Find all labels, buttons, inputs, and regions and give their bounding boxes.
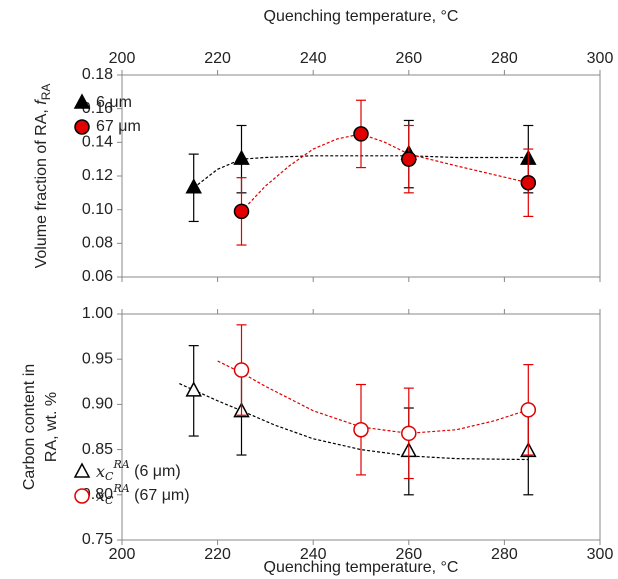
legend-label: 67 μm: [96, 118, 141, 135]
data-point: [353, 421, 369, 438]
x-tick-label: 220: [204, 546, 231, 563]
x-tick-label: 260: [395, 546, 422, 563]
y-tick-label: 0.10: [82, 201, 113, 218]
data-point: [401, 151, 417, 167]
legend-text: (67 μm): [130, 487, 190, 504]
y-tick-label: 0.85: [82, 441, 113, 458]
x-axis-title: Quenching temperature, °C: [264, 559, 459, 576]
y-tick-label: 0.12: [82, 167, 113, 184]
legend-label: xCRA (6 μm): [96, 458, 181, 483]
y-axis-title-subscript: RA: [39, 84, 53, 101]
data-point: [353, 126, 369, 142]
x-tick-label: 200: [109, 50, 136, 67]
y-axis-title: Volume fraction of RA, fRA: [33, 84, 53, 269]
x-tick-label: 300: [587, 50, 614, 67]
legend-marker: [73, 462, 91, 478]
legend-marker: [74, 488, 90, 504]
data-point: [233, 149, 250, 165]
y-tick-label: 0.18: [82, 66, 113, 83]
y-tick-label: 0.14: [82, 134, 113, 151]
x-tick-label: 240: [300, 50, 327, 67]
x-axis-title: Quenching temperature, °C: [264, 8, 459, 25]
x-tick-label: 280: [491, 50, 518, 67]
legend-marker: [73, 93, 91, 109]
legend-marker: [74, 119, 90, 135]
plot-frame: [121, 313, 601, 541]
y-axis-title: Carbon content in: [21, 364, 38, 490]
x-tick-label: 240: [300, 546, 327, 563]
trend-line: [217, 360, 529, 434]
y-tick-label: 0.95: [82, 350, 113, 367]
data-point: [185, 178, 202, 194]
y-tick-label: 1.00: [82, 305, 113, 322]
legend-superscript: RA: [112, 458, 129, 471]
legend-subscript: C: [105, 470, 114, 483]
x-tick-label: 280: [491, 546, 518, 563]
data-point: [401, 425, 417, 442]
legend-subscript: C: [105, 494, 114, 507]
legend-text: 6 μm: [96, 94, 132, 111]
data-point: [233, 362, 250, 378]
x-tick-label: 220: [204, 50, 231, 67]
y-axis-title-text: Volume fraction of RA,: [33, 105, 50, 269]
legend-symbol: x: [96, 486, 105, 505]
legend-symbol: x: [96, 462, 105, 481]
y-tick-label: 0.80: [82, 486, 113, 503]
data-point: [520, 174, 537, 191]
legend-label: xCRA (67 μm): [96, 482, 190, 507]
y-tick-label: 0.08: [82, 235, 113, 252]
legend-text: (6 μm): [130, 463, 181, 480]
y-axis-title-symbol: f: [33, 99, 50, 105]
y-tick-label: 0.16: [82, 100, 113, 117]
legend-superscript: RA: [112, 482, 129, 495]
x-tick-label: 260: [395, 50, 422, 67]
y-axis-title: RA, wt. %: [43, 392, 60, 462]
data-point: [185, 381, 202, 397]
trend-line: [241, 133, 529, 212]
x-tick-label: 300: [587, 546, 614, 563]
trend-line: [193, 155, 529, 189]
data-point: [520, 402, 537, 418]
y-tick-label: 0.90: [82, 396, 113, 413]
legend-label: 6 μm: [96, 94, 132, 111]
trend-line: [179, 383, 529, 461]
y-tick-label: 0.75: [82, 531, 113, 548]
x-tick-label: 200: [109, 546, 136, 563]
legend-text: 67 μm: [96, 118, 141, 135]
data-point: [233, 203, 250, 220]
y-tick-label: 0.06: [82, 268, 113, 285]
